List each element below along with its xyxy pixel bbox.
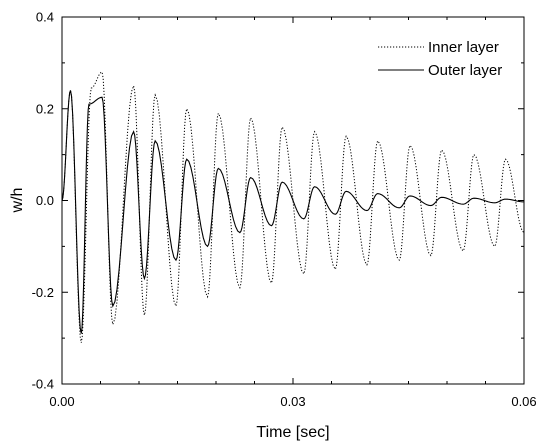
- axis-tick-labels: 0.00 0.03 0.06 -0.4 -0.2 0.0 0.2 0.4: [32, 10, 537, 410]
- y-tick-label: 0.0: [36, 193, 54, 208]
- y-tick-label: -0.2: [32, 285, 54, 300]
- legend: Inner layer Outer layer: [378, 39, 502, 79]
- series-layer: [61, 71, 525, 343]
- x-tick-label: 0.06: [511, 394, 536, 409]
- x-tick-label: 0.00: [49, 394, 74, 409]
- y-tick-label: 0.4: [36, 10, 54, 25]
- axis-ticks: [61, 16, 525, 385]
- series-line-outer-layer: [61, 90, 525, 334]
- y-axis-title: w/h: [9, 188, 26, 214]
- x-axis-title: Time [sec]: [256, 424, 329, 441]
- legend-label-outer-layer: Outer layer: [428, 62, 502, 79]
- x-tick-label: 0.03: [280, 394, 305, 409]
- y-tick-label: 0.2: [36, 101, 54, 116]
- y-tick-label: -0.4: [32, 377, 54, 392]
- series-line-inner-layer: [61, 71, 525, 343]
- legend-label-inner-layer: Inner layer: [428, 39, 499, 56]
